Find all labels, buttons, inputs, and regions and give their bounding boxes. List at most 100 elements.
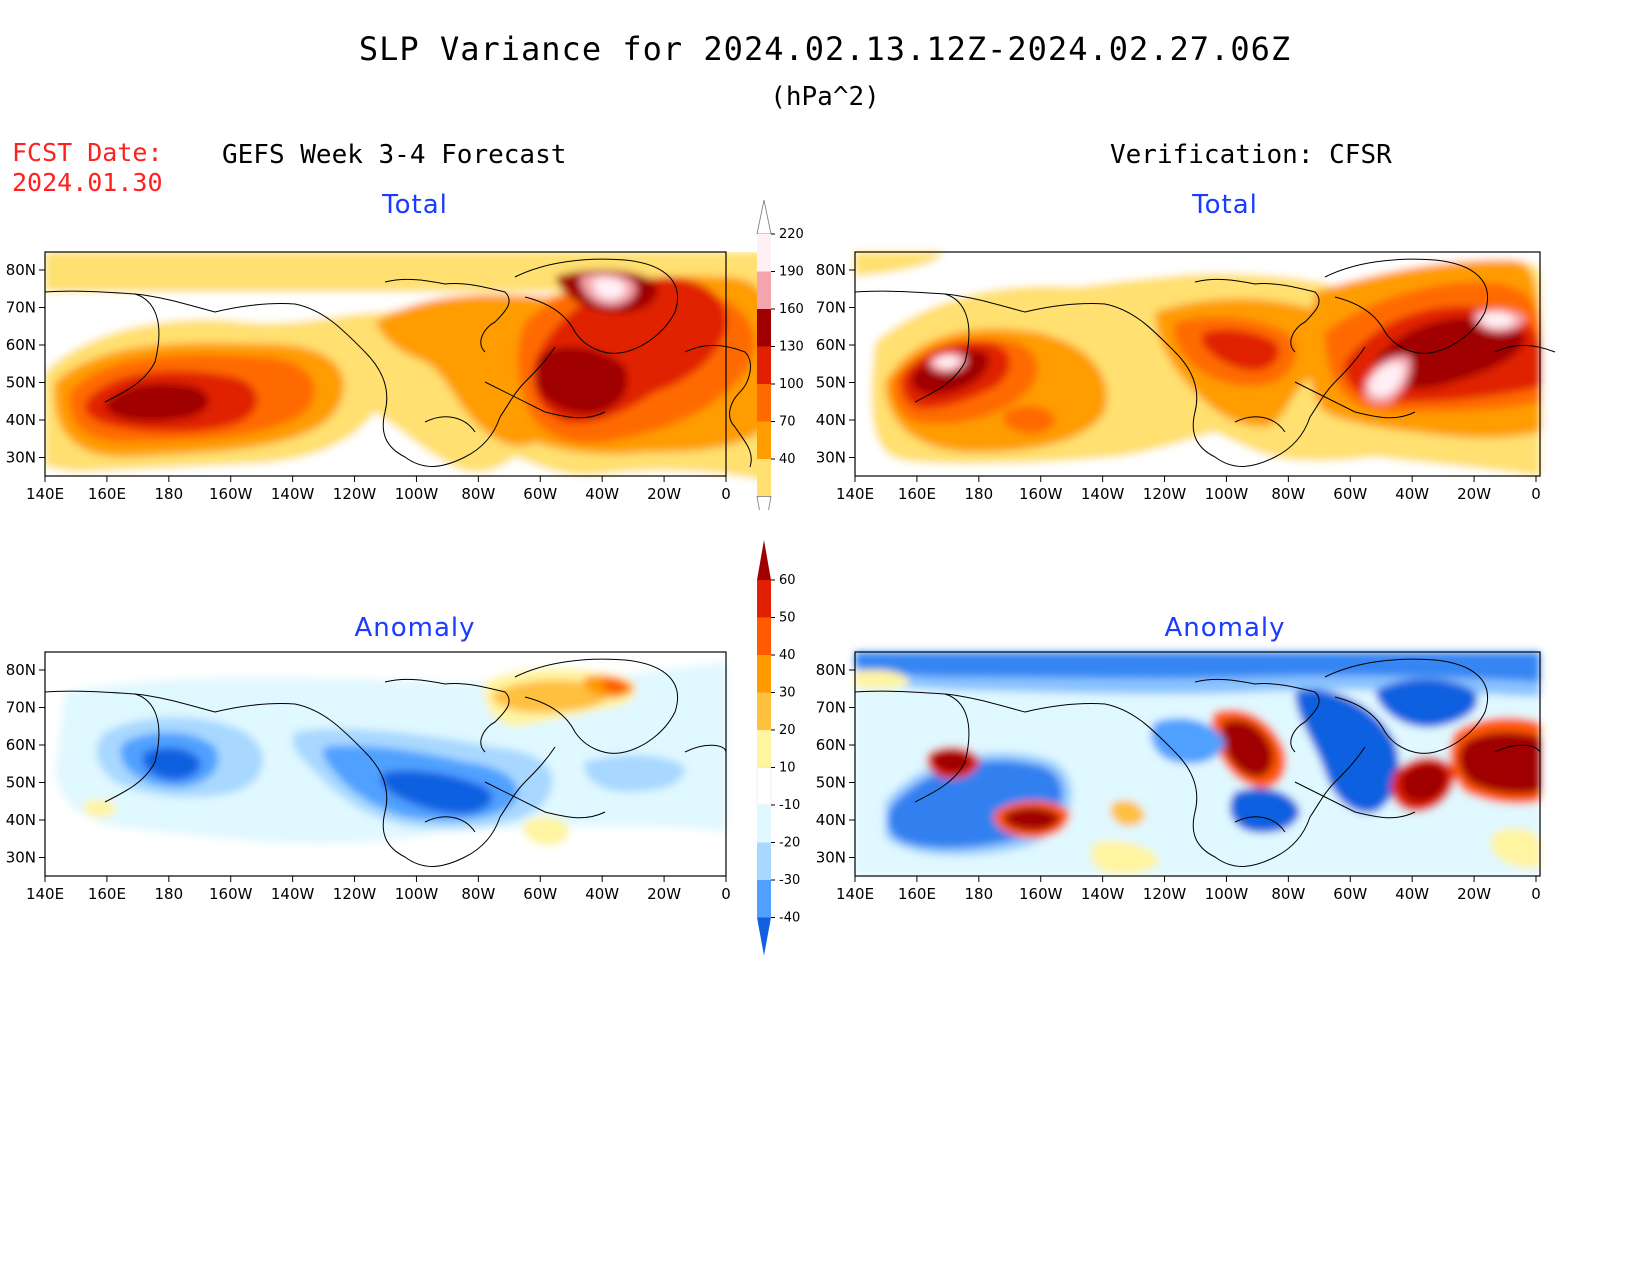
anomaly-colorbar-swatch xyxy=(757,617,771,655)
lon-tick-label: 80W xyxy=(1271,485,1305,503)
lon-tick-label: 40W xyxy=(1395,485,1429,503)
lon-tick-label: 140W xyxy=(271,485,315,503)
anomaly-colorbar-swatch xyxy=(757,655,771,693)
lon-tick-label: 160E xyxy=(898,885,936,903)
lat-tick-label: 80N xyxy=(6,261,36,279)
lon-tick-label: 20W xyxy=(1457,485,1491,503)
total-colorbar-swatch xyxy=(757,271,771,309)
lon-tick-label: 180 xyxy=(964,485,993,503)
forecast-anomaly-label: Anomaly xyxy=(354,613,476,643)
total-colorbar: 220 190 160 130 100 70 40 xyxy=(756,200,804,510)
total-colorbar-swatch xyxy=(757,234,771,272)
lon-tick-label: 160W xyxy=(1019,485,1063,503)
lon-tick-label: 160E xyxy=(88,485,126,503)
chart-units: (hPa^2) xyxy=(770,82,880,112)
lat-tick-label: 50N xyxy=(6,374,36,392)
lat-tick-label: 60N xyxy=(6,736,36,754)
anomaly-colorbar-label: -20 xyxy=(779,836,800,851)
lat-tick-label: 30N xyxy=(6,849,36,867)
lon-tick-label: 0 xyxy=(1531,485,1541,503)
forecast-anomaly-map: 140E 160E 180 160W 140W 120W 100W 80W 60W 40W 20W 0… xyxy=(6,651,731,903)
verification-total-label: Total xyxy=(1192,190,1258,220)
lon-tick-label: 40W xyxy=(585,885,619,903)
lat-tick-label: 60N xyxy=(6,336,36,354)
total-colorbar-label: 220 xyxy=(779,227,804,242)
total-colorbar-label: 40 xyxy=(779,452,796,467)
verification-anomaly-map: 140E 160E 180 160W 140W 120W 100W 80W 60W 40W 20W 0… xyxy=(816,651,1541,903)
forecast-anomaly-lat-ticks: 80N 70N 60N 50N 40N 30N xyxy=(6,661,45,867)
total-colorbar-bottom-arrow xyxy=(756,496,772,510)
left-column-title: GEFS Week 3-4 Forecast xyxy=(222,140,567,170)
lon-tick-label: 80W xyxy=(1271,885,1305,903)
anomaly-colorbar-label: 60 xyxy=(779,573,796,588)
lon-tick-label: 60W xyxy=(523,485,557,503)
total-colorbar-label: 70 xyxy=(779,415,796,430)
anomaly-colorbar-swatch xyxy=(757,880,771,918)
total-colorbar-label: 100 xyxy=(779,377,804,392)
forecast-total-lon-ticks: 140E 160E 180 160W 140W 120W 100W 80W 60W 40W 20W 0 xyxy=(26,476,731,503)
anomaly-colorbar-top-arrow xyxy=(757,540,771,580)
lat-tick-label: 30N xyxy=(6,449,36,467)
lon-tick-label: 140E xyxy=(26,885,64,903)
total-colorbar-label: 190 xyxy=(779,265,804,280)
lon-tick-label: 160W xyxy=(209,885,253,903)
lon-tick-label: 100W xyxy=(395,885,439,903)
lat-tick-label: 50N xyxy=(816,774,846,792)
lat-tick-label: 80N xyxy=(816,661,846,679)
anomaly-colorbar-swatch xyxy=(757,580,771,618)
lon-tick-label: 140E xyxy=(836,485,874,503)
lat-tick-label: 70N xyxy=(816,299,846,317)
lon-tick-label: 160W xyxy=(1019,885,1063,903)
lon-tick-label: 160W xyxy=(209,485,253,503)
lon-tick-label: 20W xyxy=(647,885,681,903)
anomaly-colorbar-label: -10 xyxy=(779,798,800,813)
anomaly-colorbar-label: -30 xyxy=(779,873,800,888)
lon-tick-label: 40W xyxy=(585,485,619,503)
total-colorbar-swatch xyxy=(757,346,771,384)
total-colorbar-top-arrow xyxy=(756,200,772,235)
lat-tick-label: 50N xyxy=(6,774,36,792)
lat-tick-label: 70N xyxy=(6,299,36,317)
lon-tick-label: 120W xyxy=(333,485,377,503)
lat-tick-label: 60N xyxy=(816,736,846,754)
lat-tick-label: 30N xyxy=(816,849,846,867)
verification-total-lat-ticks: 80N 70N 60N 50N 40N 30N xyxy=(816,261,855,467)
lon-tick-label: 80W xyxy=(461,485,495,503)
anomaly-colorbar-swatch xyxy=(756,767,772,806)
total-colorbar-label: 160 xyxy=(779,302,804,317)
lat-tick-label: 40N xyxy=(816,411,846,429)
total-colorbar-swatch xyxy=(757,459,771,497)
anomaly-colorbar-swatch xyxy=(757,805,771,843)
anomaly-colorbar-swatch xyxy=(757,842,771,880)
lon-tick-label: 100W xyxy=(1205,885,1249,903)
forecast-date-block: FCST Date: 2024.01.30 xyxy=(12,138,163,198)
lon-tick-label: 160E xyxy=(88,885,126,903)
anomaly-colorbar-label: 10 xyxy=(779,761,796,776)
total-colorbar-swatch xyxy=(757,309,771,347)
lat-tick-label: 80N xyxy=(816,261,846,279)
lon-tick-label: 120W xyxy=(1143,885,1187,903)
forecast-total-lat-ticks: 80N 70N 60N 50N 40N 30N xyxy=(6,261,45,467)
lat-tick-label: 40N xyxy=(6,411,36,429)
lon-tick-label: 60W xyxy=(523,885,557,903)
forecast-total-map: 140E 160E 180 160W 140W 120W 100W 80W 60W 40W 20W 0… xyxy=(6,251,771,503)
lon-tick-label: 180 xyxy=(964,885,993,903)
anomaly-colorbar-bottom-arrow xyxy=(757,917,771,956)
right-column-title: Verification: CFSR xyxy=(1110,140,1392,170)
anomaly-colorbar-swatch xyxy=(757,730,771,768)
forecast-total-label: Total xyxy=(382,190,448,220)
anomaly-colorbar-label: 20 xyxy=(779,723,796,738)
anomaly-colorbar-label: 40 xyxy=(779,648,796,663)
anomaly-colorbar-label: -40 xyxy=(779,911,800,926)
lon-tick-label: 140E xyxy=(836,885,874,903)
lon-tick-label: 0 xyxy=(1531,885,1541,903)
lon-tick-label: 140W xyxy=(1081,485,1125,503)
lat-tick-label: 70N xyxy=(6,699,36,717)
anomaly-colorbar: 60 50 40 30 20 10 -10 -20 -30 -40 xyxy=(756,540,800,956)
lon-tick-label: 180 xyxy=(154,885,183,903)
verification-anomaly-label: Anomaly xyxy=(1164,613,1286,643)
anomaly-colorbar-label: 30 xyxy=(779,686,796,701)
lon-tick-label: 120W xyxy=(1143,485,1187,503)
total-colorbar-swatch xyxy=(757,384,771,422)
lon-tick-label: 140W xyxy=(1081,885,1125,903)
